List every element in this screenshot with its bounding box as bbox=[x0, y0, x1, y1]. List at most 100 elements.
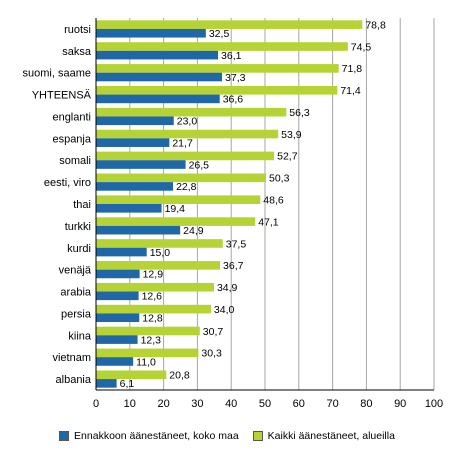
bar-all-voters bbox=[96, 20, 363, 29]
legend-label-early-voters: Ennakkoon äänestäneet, koko maa bbox=[74, 430, 239, 442]
bar-all-voters bbox=[96, 64, 339, 73]
bar-early-voters bbox=[96, 335, 138, 344]
bar-all-voters bbox=[96, 217, 256, 226]
category-label: persia bbox=[61, 308, 92, 320]
category-label: kiina bbox=[68, 330, 92, 342]
data-label-all-voters: 56,3 bbox=[289, 107, 310, 119]
data-label-early-voters: 21,7 bbox=[172, 137, 193, 149]
data-label-all-voters: 71,8 bbox=[342, 63, 363, 75]
category-label: arabia bbox=[60, 287, 91, 299]
legend-swatch-all-voters bbox=[252, 431, 263, 441]
bar-early-voters bbox=[96, 28, 206, 38]
data-label-all-voters: 30,7 bbox=[203, 326, 224, 338]
bar-all-voters bbox=[96, 282, 214, 292]
category-label: vietnam bbox=[52, 352, 91, 364]
data-label-early-voters: 19,4 bbox=[165, 203, 186, 215]
bar-all-voters bbox=[96, 85, 338, 95]
category-label: espanja bbox=[52, 133, 91, 145]
bar-early-voters bbox=[96, 160, 186, 169]
data-label-early-voters: 12,9 bbox=[143, 269, 164, 281]
bar-early-voters bbox=[96, 225, 181, 235]
category-label: somali bbox=[59, 155, 91, 167]
x-tick-label: 90 bbox=[394, 398, 406, 410]
data-label-all-voters: 53,9 bbox=[281, 129, 302, 141]
data-label-all-voters: 48,6 bbox=[263, 195, 284, 207]
x-tick-label: 80 bbox=[360, 398, 372, 410]
x-tick-label: 70 bbox=[326, 398, 338, 410]
bar-all-voters bbox=[96, 348, 199, 358]
data-label-early-voters: 11,0 bbox=[136, 356, 156, 368]
data-label-early-voters: 22,8 bbox=[176, 181, 197, 193]
bar-all-voters bbox=[96, 370, 167, 380]
bar-all-voters bbox=[96, 151, 275, 161]
bar-early-voters bbox=[96, 116, 174, 126]
bar-early-voters bbox=[96, 291, 139, 301]
category-label: venäjä bbox=[59, 265, 92, 277]
category-label: englanti bbox=[52, 111, 91, 123]
bar-all-voters bbox=[96, 173, 267, 183]
category-label: saksa bbox=[62, 46, 92, 58]
bar-early-voters bbox=[96, 379, 117, 388]
x-tick-label: 10 bbox=[124, 398, 136, 410]
data-label-all-voters: 36,7 bbox=[223, 260, 244, 272]
data-label-all-voters: 71,4 bbox=[340, 85, 361, 97]
data-label-early-voters: 23,0 bbox=[177, 116, 198, 128]
data-label-all-voters: 20,8 bbox=[169, 370, 190, 382]
data-label-all-voters: 37,5 bbox=[226, 238, 247, 250]
data-label-early-voters: 36,6 bbox=[223, 94, 244, 106]
data-label-all-voters: 30,3 bbox=[201, 348, 222, 360]
data-label-early-voters: 12,8 bbox=[142, 313, 163, 325]
category-label: albania bbox=[56, 374, 92, 386]
data-label-early-voters: 6,1 bbox=[120, 378, 135, 390]
legend-swatch-early-voters bbox=[59, 431, 70, 441]
bar-early-voters bbox=[96, 72, 223, 82]
bar-all-voters bbox=[96, 261, 221, 270]
bar-early-voters bbox=[96, 94, 220, 104]
category-label: eesti, viro bbox=[44, 177, 91, 189]
bar-early-voters bbox=[96, 313, 140, 323]
data-label-early-voters: 24,9 bbox=[183, 225, 204, 237]
bar-early-voters bbox=[96, 204, 162, 213]
data-label-early-voters: 32,5 bbox=[209, 28, 230, 40]
data-label-early-voters: 36,1 bbox=[221, 50, 242, 62]
data-label-all-voters: 74,5 bbox=[351, 41, 372, 53]
bar-early-voters bbox=[96, 138, 170, 147]
bar-early-voters bbox=[96, 269, 140, 279]
bar-all-voters bbox=[96, 304, 211, 314]
data-label-all-voters: 47,1 bbox=[258, 216, 279, 228]
category-label: suomi, saame bbox=[23, 68, 91, 80]
data-label-all-voters: 34,0 bbox=[214, 304, 235, 316]
bar-all-voters bbox=[96, 42, 348, 51]
legend-item-early-voters: Ennakkoon äänestäneet, koko maa bbox=[59, 430, 239, 442]
data-label-early-voters: 37,3 bbox=[225, 72, 246, 84]
x-tick-label: 50 bbox=[259, 398, 271, 410]
legend-label-all-voters: Kaikki äänestäneet, alueilla bbox=[267, 430, 395, 442]
bar-all-voters bbox=[96, 107, 287, 117]
data-label-all-voters: 78,8 bbox=[365, 19, 386, 31]
bar-all-voters bbox=[96, 326, 200, 336]
data-label-early-voters: 26,5 bbox=[189, 159, 210, 171]
category-label: YHTEENSÄ bbox=[32, 90, 92, 102]
data-label-early-voters: 12,3 bbox=[141, 334, 162, 346]
x-tick-label: 20 bbox=[157, 398, 169, 410]
x-tick-label: 60 bbox=[293, 398, 305, 410]
x-tick-label: 30 bbox=[191, 398, 203, 410]
x-tick-label: 40 bbox=[225, 398, 237, 410]
bar-early-voters bbox=[96, 50, 219, 60]
bar-early-voters bbox=[96, 182, 174, 191]
category-label: ruotsi bbox=[64, 24, 91, 36]
data-label-all-voters: 34,9 bbox=[217, 282, 238, 294]
x-tick-label: 100 bbox=[425, 398, 443, 410]
data-label-early-voters: 15,0 bbox=[150, 247, 171, 259]
category-label: kurdi bbox=[67, 243, 91, 255]
data-label-all-voters: 50,3 bbox=[269, 173, 290, 185]
bar-early-voters bbox=[96, 357, 134, 366]
data-label-early-voters: 12,6 bbox=[142, 291, 163, 303]
bar-all-voters bbox=[96, 129, 279, 139]
legend-item-all-voters: Kaikki äänestäneet, alueilla bbox=[252, 430, 395, 442]
chart-legend: Ennakkoon äänestäneet, koko maa Kaikki ä… bbox=[0, 426, 454, 446]
category-label: turkki bbox=[65, 221, 91, 233]
bar-early-voters bbox=[96, 247, 147, 257]
data-label-all-voters: 52,7 bbox=[277, 151, 298, 163]
